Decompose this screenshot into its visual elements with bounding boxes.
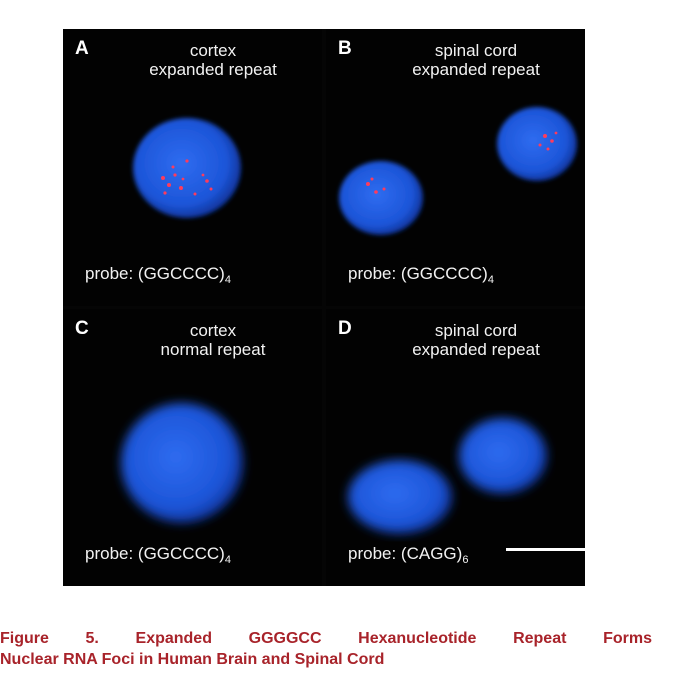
panel-letter: C xyxy=(75,318,89,339)
nucleus xyxy=(497,107,577,181)
panel-c: C cortex normal repeat probe: (GGCCCC)4 xyxy=(63,309,322,586)
probe-label: probe: (GGCCCC)4 xyxy=(85,544,231,566)
panel-a: A cortex expanded repeat probe: (GGCCCC)… xyxy=(63,29,322,306)
caption-word: Expanded xyxy=(135,630,212,647)
caption-line-2: Nuclear RNA Foci in Human Brain and Spin… xyxy=(0,651,385,668)
figure-caption: Figure 5. Expanded GGGGCC Hexanucleotide… xyxy=(0,628,652,670)
panel-caption: cortex expanded repeat xyxy=(123,41,303,79)
rna-foci xyxy=(366,131,558,194)
probe-label: probe: (CAGG)6 xyxy=(348,544,469,566)
nucleus-image xyxy=(121,403,243,523)
caption-word: Figure xyxy=(0,630,49,647)
panel-letter: A xyxy=(75,38,89,59)
panel-letter: B xyxy=(338,38,352,59)
nucleus xyxy=(133,118,241,218)
caption-word: Repeat xyxy=(513,630,567,647)
caption-word: Forms xyxy=(603,630,652,647)
probe-label: probe: (GGCCCC)4 xyxy=(348,264,494,286)
nucleus xyxy=(348,460,452,534)
panel-b: B spinal cord expanded repeat probe: (GG… xyxy=(326,29,585,306)
repeat-label: expanded repeat xyxy=(149,60,277,79)
nucleus-image xyxy=(133,118,241,218)
repeat-label: normal repeat xyxy=(160,340,266,359)
caption-line-1: Figure 5. Expanded GGGGCC Hexanucleotide… xyxy=(0,628,652,649)
micrograph-figure: A cortex expanded repeat probe: (GGCCCC)… xyxy=(63,29,585,586)
tissue-label: cortex xyxy=(189,321,237,340)
repeat-label: expanded repeat xyxy=(412,340,540,359)
caption-word: 5. xyxy=(85,630,99,647)
repeat-label: expanded repeat xyxy=(412,60,540,79)
nucleus xyxy=(339,161,423,235)
tissue-label: spinal cord xyxy=(434,321,518,340)
panel-caption: cortex normal repeat xyxy=(123,321,303,359)
nucleus xyxy=(121,403,243,523)
nucleus xyxy=(459,418,547,494)
panel-d: D spinal cord expanded repeat probe: (CA… xyxy=(326,309,585,586)
tissue-label: cortex xyxy=(189,41,237,60)
caption-word: Hexanucleotide xyxy=(358,630,477,647)
rna-foci xyxy=(161,159,213,196)
probe-label: probe: (GGCCCC)4 xyxy=(85,264,231,286)
nucleus-image xyxy=(339,107,577,235)
tissue-label: spinal cord xyxy=(434,41,518,60)
nucleus-image xyxy=(348,418,547,534)
panel-caption: spinal cord expanded repeat xyxy=(386,41,566,79)
panel-letter: D xyxy=(338,318,352,339)
panel-caption: spinal cord expanded repeat xyxy=(386,321,566,359)
caption-word: GGGGCC xyxy=(248,630,322,647)
scale-bar xyxy=(506,548,585,551)
